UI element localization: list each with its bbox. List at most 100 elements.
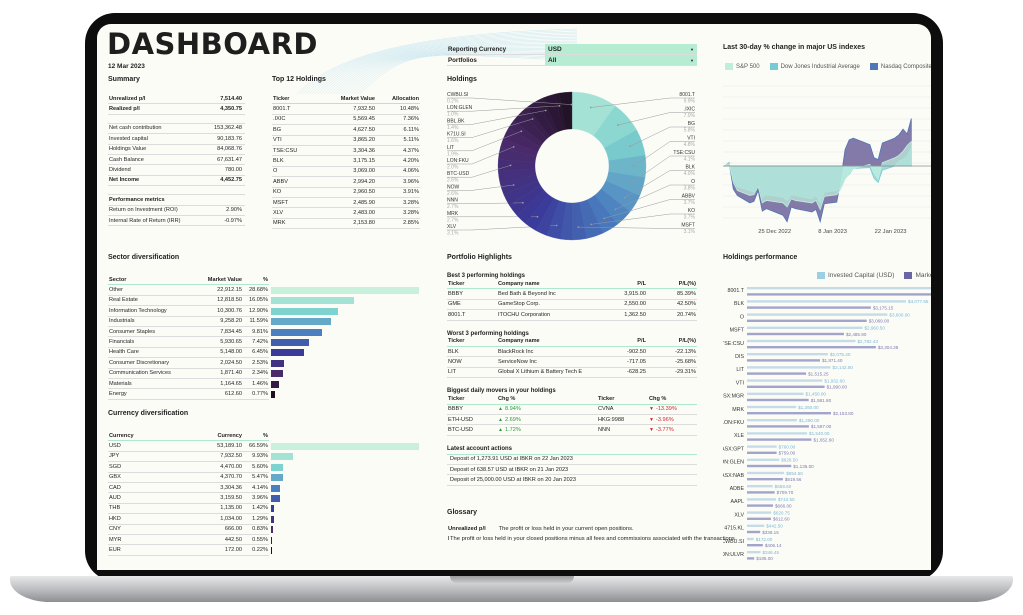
holding-bar[interactable] (747, 498, 776, 501)
percent-bar (271, 349, 305, 357)
holding-bar[interactable] (747, 398, 809, 402)
legend-item[interactable]: Dow Jones Industrial Average (769, 63, 860, 70)
holding-bar[interactable] (747, 491, 775, 494)
legend-item[interactable]: Invested Capital (USD) (817, 272, 894, 279)
bar-value-label: $612.60 (773, 517, 790, 522)
summary-value: -0.97% (224, 217, 242, 224)
holding-bar[interactable] (747, 425, 809, 428)
value: 172.00 (224, 546, 242, 553)
holding-bar[interactable] (747, 353, 828, 356)
name: EUR (109, 546, 121, 553)
legend-item[interactable]: Nasdaq Composite (869, 63, 931, 70)
holding-bar[interactable] (747, 287, 931, 290)
holding-bar[interactable] (747, 445, 777, 448)
holding-bar[interactable] (747, 392, 804, 395)
table-row: 8001.T 7,932.50 10.48% (272, 104, 420, 115)
holding-bar[interactable] (747, 517, 771, 520)
name: THB (109, 505, 121, 512)
holding-bar[interactable] (747, 504, 773, 507)
category-label: AAPL (730, 499, 744, 505)
holding-bar[interactable] (747, 471, 785, 475)
summary-value: 7,514.40 (220, 95, 242, 102)
holding-bar[interactable] (747, 458, 780, 461)
portfolios-select[interactable]: All ▼ (545, 55, 697, 65)
cell: -628.25 (627, 369, 646, 376)
holding-bar[interactable] (747, 511, 772, 514)
percent: 1.29% (252, 515, 268, 522)
holding-bar[interactable] (747, 524, 765, 527)
slice-label: NNN (447, 198, 458, 204)
holding-bar[interactable] (747, 478, 783, 481)
holding-bar[interactable] (747, 557, 755, 560)
holding-bar[interactable] (747, 306, 871, 309)
bar-row: Materials 1,164.65 1.46% (108, 379, 423, 390)
account-action-text: Deposit of 1,273.91 USD at IBKR on 22 Ja… (450, 456, 573, 463)
holding-bar[interactable] (747, 359, 820, 362)
legend-item[interactable]: Market Value (904, 272, 931, 279)
percent: 16.05% (249, 297, 268, 304)
holding-bar[interactable] (747, 530, 761, 534)
bar-value-label: $346.45 (763, 550, 780, 555)
glossary-term: Unrealized p/l (448, 525, 486, 532)
holding-bar[interactable] (747, 366, 831, 369)
holding-bar[interactable] (747, 332, 844, 336)
leader-dot (616, 124, 619, 126)
market-value: 2,485.90 (353, 199, 375, 206)
holding-bar[interactable] (747, 419, 797, 422)
holding-bar[interactable] (747, 537, 754, 541)
percent-bar (271, 318, 331, 326)
report-date: 12 Mar 2023 (108, 63, 145, 70)
table-row: Materials 1,164.65 1.46% (108, 379, 269, 390)
holding-bar[interactable] (747, 544, 763, 547)
donut-slice[interactable] (570, 91, 573, 130)
slice-label: XLV (447, 224, 457, 230)
holding-bar[interactable] (747, 339, 856, 343)
holding-bar[interactable] (747, 438, 812, 441)
market-value: 3,175.15 (353, 158, 375, 165)
holding-bar[interactable] (747, 412, 831, 415)
ticker: XLV (273, 209, 284, 216)
percent: 2.53% (252, 359, 268, 366)
holding-bar[interactable] (747, 464, 792, 468)
summary-label: Holdings Value (109, 146, 147, 153)
holding-bar[interactable] (747, 346, 876, 349)
holding-bar[interactable] (747, 485, 773, 488)
holding-bar[interactable] (747, 372, 807, 375)
slice-percent: 3.1% (684, 229, 696, 235)
slice-percent: 3.7% (684, 215, 696, 221)
holding-bar[interactable] (747, 293, 931, 296)
holding-bar[interactable] (747, 451, 777, 454)
bar-value-label: $406.14 (765, 543, 782, 548)
summary-value: 780.00 (224, 167, 242, 174)
holding-bar[interactable] (747, 319, 867, 322)
holding-bar[interactable] (747, 300, 907, 303)
name: Industrials (109, 318, 135, 325)
column-header: Ticker (448, 280, 465, 287)
bar-row: SGD 4,470.00 5.60% (108, 462, 423, 473)
reporting-currency-select[interactable]: USD ▼ (545, 44, 697, 54)
holding-bar[interactable] (747, 432, 808, 435)
holding-bar[interactable] (747, 405, 797, 409)
slice-percent: 7.0% (684, 113, 696, 119)
legend-label: Market Value (915, 272, 931, 280)
value: 12,818.50 (217, 297, 242, 304)
bar-row: Industrials 9,258.20 11.59% (108, 317, 423, 327)
summary-panel: Summary Unrealized p/l 7,514.40 Realized p… (108, 76, 245, 227)
allocation: 3.96% (403, 178, 419, 185)
table-row: .IXIC 5,569.45 7.36% (272, 115, 420, 126)
bar-value-label: $2,485.90 (846, 332, 867, 337)
column-header: Ticker (273, 95, 290, 102)
holdings-performance-legend: Invested Capital (USD) Market Value (817, 272, 931, 279)
legend-item[interactable]: S&P 500 (725, 63, 760, 70)
holding-bar[interactable] (747, 551, 761, 554)
name: Other (109, 287, 123, 294)
bar-value-label: $1,587.00 (811, 424, 832, 429)
holding-bar[interactable] (747, 385, 825, 388)
holding-bar[interactable] (747, 326, 863, 329)
holding-bar[interactable] (747, 379, 823, 382)
holding-bar[interactable] (747, 313, 888, 316)
summary-row: Performance metrics (108, 195, 245, 206)
table-row: USD 53,189.10 66.59% (108, 441, 269, 452)
summary-label: Performance metrics (109, 196, 165, 203)
